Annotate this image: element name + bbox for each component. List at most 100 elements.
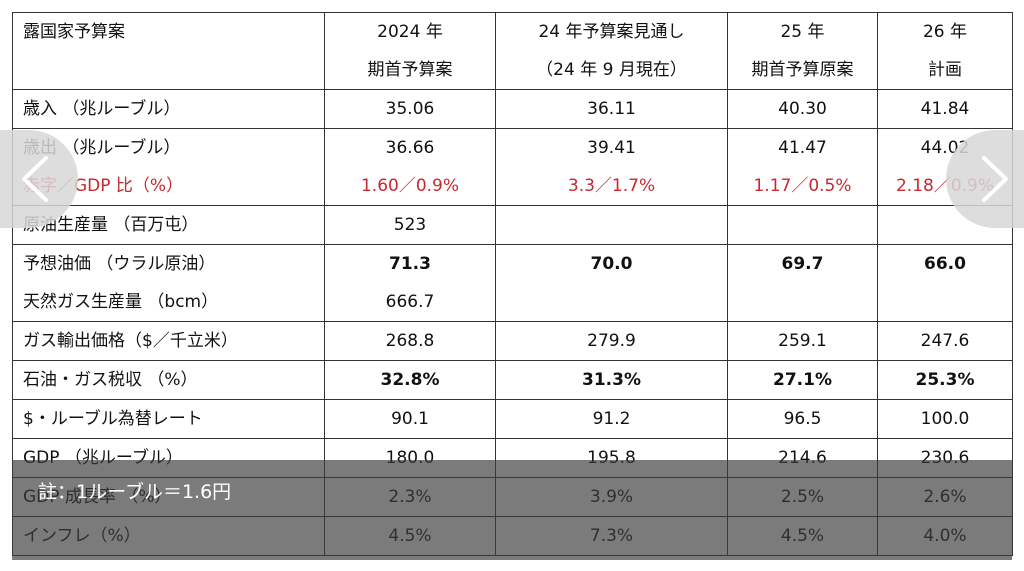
table-row-revenue: 歳入 （兆ルーブル） 35.06 36.11 40.30 41.84 xyxy=(12,89,1013,129)
cell-value: 25.3% xyxy=(915,370,975,390)
cell-value xyxy=(496,283,727,321)
table-row-oil-gas-tax: 石油・ガス税収 （%） 32.8% 31.3% 27.1% 25.3% xyxy=(12,360,1013,400)
table-row-exchange-rate: $・ルーブル為替レート 90.1 91.2 96.5 100.0 xyxy=(12,399,1013,439)
prev-image-button[interactable] xyxy=(0,130,78,228)
cell-value: 214.6 xyxy=(778,448,827,468)
row-label-text: GDP （兆ルーブル） xyxy=(23,448,183,468)
row-label: ガス輸出価格（$／千立米） xyxy=(12,321,325,361)
row-label-text: $・ルーブル為替レート xyxy=(23,409,203,429)
cell-value: 180.0 xyxy=(385,448,435,468)
row-label: インフレ（%） xyxy=(12,516,325,556)
cell-value: 70.0 xyxy=(590,254,633,274)
cell-value-deficit: 1.17／0.5% xyxy=(753,176,852,196)
table-cell: 268.8 xyxy=(324,321,496,361)
table-cell: 69.7 xyxy=(727,244,878,322)
budget-table: 露国家予算案 2024 年 期首予算案 24 年予算案見通し （24 年 9 月… xyxy=(12,12,1013,556)
row-label-text: 天然ガス生産量 （bcm） xyxy=(23,292,219,312)
table-cell: 214.6 xyxy=(727,438,878,478)
table-cell: 523 xyxy=(324,205,496,245)
cell-value: 3.9% xyxy=(589,487,634,507)
table-row-gdp: GDP （兆ルーブル） 180.0 195.8 214.6 230.6 xyxy=(12,438,1013,478)
next-image-button[interactable] xyxy=(946,130,1024,228)
header-cell-2025: 25 年 期首予算原案 xyxy=(727,12,878,90)
cell-value: 2.5% xyxy=(780,487,825,507)
header-line: 露国家予算案 xyxy=(23,22,125,42)
cell-value: 90.1 xyxy=(391,409,429,429)
cell-value: 66.0 xyxy=(924,254,966,274)
table-row-oil-production: 原油生産量 （百万屯） 523 xyxy=(12,205,1013,245)
cell-value xyxy=(496,206,727,244)
header-line: 2024 年 xyxy=(377,22,443,42)
table-cell: 4.0% xyxy=(877,516,1013,556)
cell-value: 39.41 xyxy=(587,138,636,158)
cell-value: 2.6% xyxy=(923,487,967,507)
cell-value: 259.1 xyxy=(778,331,827,351)
cell-value: 4.5% xyxy=(780,526,825,546)
chevron-left-icon xyxy=(22,156,48,202)
budget-table-image: 露国家予算案 2024 年 期首予算案 24 年予算案見通し （24 年 9 月… xyxy=(12,12,1013,560)
table-cell: 2.3% xyxy=(324,477,496,517)
cell-value xyxy=(728,206,877,244)
header-cell-2024-outlook: 24 年予算案見通し （24 年 9 月現在） xyxy=(495,12,728,90)
table-cell: 71.3 666.7 xyxy=(324,244,496,322)
table-cell: 259.1 xyxy=(727,321,878,361)
cell-value: 4.5% xyxy=(388,526,432,546)
cell-value-deficit: 3.3／1.7% xyxy=(567,176,656,196)
cell-value: 279.9 xyxy=(587,331,636,351)
table-cell: 39.41 3.3／1.7% xyxy=(495,128,728,206)
cell-value: 35.06 xyxy=(385,99,435,119)
header-line: 期首予算案 xyxy=(367,60,453,80)
cell-value: 100.0 xyxy=(920,409,970,429)
row-label-text: 歳入 （兆ルーブル） xyxy=(23,99,181,119)
header-line: 26 年 xyxy=(922,22,968,42)
cell-value-deficit: 1.60／0.9% xyxy=(360,176,460,196)
cell-value: 27.1% xyxy=(773,370,832,390)
header-cell-2026: 26 年 計画 xyxy=(877,12,1013,90)
table-cell: 96.5 xyxy=(727,399,878,439)
table-row-expenditure: 歳出 （兆ルーブル） 赤字／GDP 比（%） 36.66 1.60／0.9% 3… xyxy=(12,128,1013,206)
cell-value: 7.3% xyxy=(589,526,634,546)
table-cell: 27.1% xyxy=(727,360,878,400)
table-row-oil-price: 予想油価 （ウラル原油） 天然ガス生産量 （bcm） 71.3 666.7 70… xyxy=(12,244,1013,322)
table-cell: 4.5% xyxy=(727,516,878,556)
table-cell: 90.1 xyxy=(324,399,496,439)
row-label: 歳入 （兆ルーブル） xyxy=(12,89,325,129)
cell-value xyxy=(728,283,877,321)
cell-value: 96.5 xyxy=(783,409,822,429)
table-cell: 2.6% xyxy=(877,477,1013,517)
table-cell xyxy=(727,205,878,245)
row-label-text: 石油・ガス税収 （%） xyxy=(23,370,198,390)
header-line: 計画 xyxy=(928,60,962,80)
table-cell: 36.11 xyxy=(495,89,728,129)
cell-value: 247.6 xyxy=(920,331,970,351)
cell-value: 230.6 xyxy=(920,448,970,468)
table-cell: 41.84 xyxy=(877,89,1013,129)
header-line: （24 年 9 月現在） xyxy=(536,60,687,80)
cell-value: 69.7 xyxy=(781,254,824,274)
cell-value: 41.47 xyxy=(778,138,827,158)
cell-value: 31.3% xyxy=(582,370,641,390)
table-cell xyxy=(495,205,728,245)
header-cell-title: 露国家予算案 xyxy=(12,12,325,90)
table-cell: 40.30 xyxy=(727,89,878,129)
row-label: $・ルーブル為替レート xyxy=(12,399,325,439)
cell-value: 2.3% xyxy=(388,487,432,507)
row-label: GDP （兆ルーブル） xyxy=(12,438,325,478)
header-line: 期首予算原案 xyxy=(751,60,854,80)
table-cell: 180.0 xyxy=(324,438,496,478)
cell-value: 666.7 xyxy=(385,292,435,312)
table-cell: 70.0 xyxy=(495,244,728,322)
table-cell: 100.0 xyxy=(877,399,1013,439)
table-cell: 32.8% xyxy=(324,360,496,400)
row-label: 石油・ガス税収 （%） xyxy=(12,360,325,400)
header-line: 25 年 xyxy=(780,22,825,42)
header-line xyxy=(23,51,324,89)
table-cell: 4.5% xyxy=(324,516,496,556)
cell-value: 41.84 xyxy=(920,99,970,119)
table-cell: 66.0 xyxy=(877,244,1013,322)
row-label-text: ガス輸出価格（$／千立米） xyxy=(23,331,238,351)
header-cell-2024: 2024 年 期首予算案 xyxy=(324,12,496,90)
table-cell: 195.8 xyxy=(495,438,728,478)
row-label-text: インフレ（%） xyxy=(23,526,141,546)
